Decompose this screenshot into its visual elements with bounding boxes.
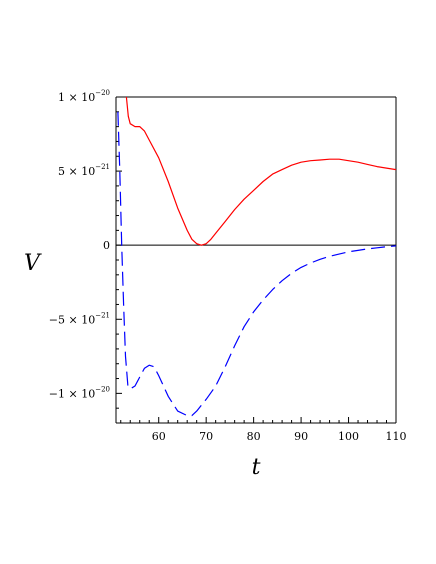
x-tick-label: 100 <box>338 430 359 443</box>
x-tick-label: 80 <box>247 430 261 443</box>
x-tick-label: 60 <box>152 430 166 443</box>
series-line-1 <box>125 96 397 246</box>
y-tick-label: −5 × 10−21 <box>49 311 110 326</box>
y-axis-title: V <box>24 251 42 276</box>
y-tick-label: 5 × 10−21 <box>58 163 110 178</box>
axes <box>115 96 397 424</box>
y-tick-label: 1 × 10−20 <box>58 89 110 104</box>
x-tick-label: 90 <box>294 430 308 443</box>
y-tick-label: −1 × 10−20 <box>49 385 110 400</box>
tick-labels: 60 70 80 90 100 110 1 × 10−20 5 × 10−21 0 −5 × 10… <box>49 89 407 443</box>
x-tick-label: 110 <box>386 430 407 443</box>
x-axis-title: t <box>252 455 261 480</box>
series-line-2 <box>117 111 397 417</box>
series-layer <box>117 96 397 417</box>
x-tick-label: 70 <box>199 430 213 443</box>
y-tick-label: 0 <box>103 239 110 252</box>
